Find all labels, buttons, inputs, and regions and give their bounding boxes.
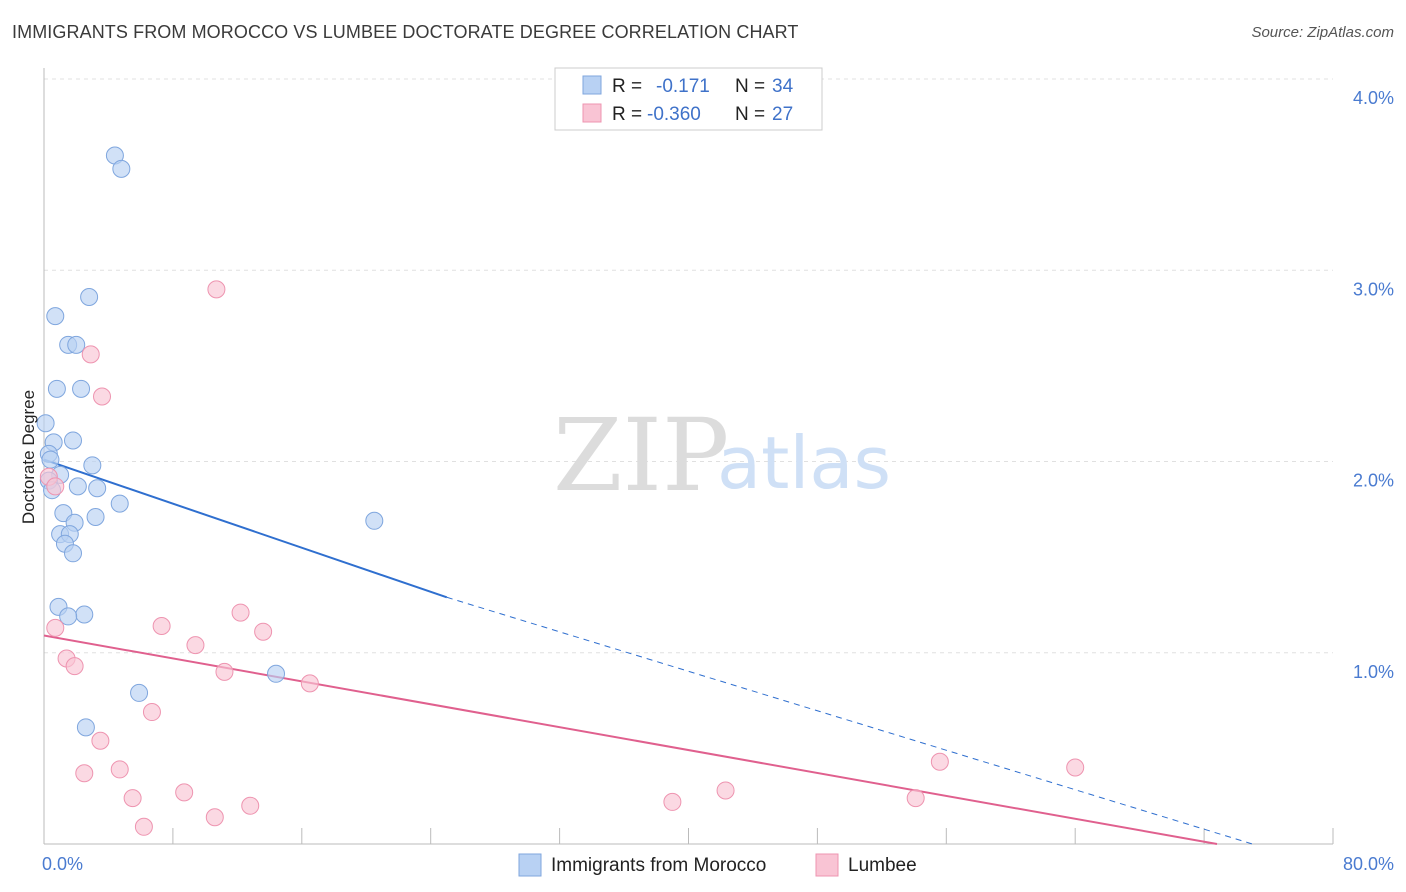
grid-lines bbox=[44, 78, 1333, 654]
watermark-zip: ZIP bbox=[553, 397, 729, 514]
legend-n-label-morocco: N = bbox=[735, 76, 765, 97]
morocco-point-19 bbox=[110, 494, 129, 513]
source-label: Source: ZipAtlas.com bbox=[1251, 24, 1394, 41]
trend-lines bbox=[43, 458, 1253, 845]
lumbee-point-8 bbox=[254, 622, 273, 641]
legend-r-value-morocco: -0.171 bbox=[656, 76, 710, 97]
series-morocco-points bbox=[36, 146, 384, 737]
lumbee-point-13 bbox=[300, 674, 319, 693]
morocco-point-32 bbox=[130, 683, 149, 702]
y-tick-label-2: 3.0% bbox=[1353, 279, 1394, 299]
lumbee-point-6 bbox=[46, 618, 65, 637]
legend-r-label-lumbee: R = bbox=[612, 104, 642, 125]
lumbee-point-1 bbox=[81, 345, 100, 364]
morocco-point-31 bbox=[267, 664, 286, 683]
y-axis-label: Doctorate Degree bbox=[19, 390, 38, 524]
lumbee-point-19 bbox=[75, 764, 94, 783]
trend-line-morocco bbox=[43, 458, 448, 599]
lumbee-point-5 bbox=[231, 603, 250, 622]
chart-title: IMMIGRANTS FROM MOROCCO VS LUMBEE DOCTOR… bbox=[12, 22, 799, 42]
legend-n-value-lumbee: 27 bbox=[772, 104, 793, 125]
legend-r-value-lumbee: -0.360 bbox=[647, 104, 701, 125]
trend-line-morocco-extension bbox=[446, 596, 1253, 845]
lumbee-point-26 bbox=[205, 808, 224, 827]
lumbee-point-7 bbox=[152, 616, 171, 635]
lumbee-point-17 bbox=[1066, 758, 1085, 777]
morocco-point-1 bbox=[112, 159, 131, 178]
bottom-legend-swatch-morocco bbox=[518, 853, 542, 877]
x-tick-label-1: 80.0% bbox=[1343, 854, 1394, 874]
lumbee-point-21 bbox=[175, 783, 194, 802]
bottom-legend-label-lumbee: Lumbee bbox=[848, 855, 917, 876]
trend-line-lumbee bbox=[43, 634, 1218, 845]
lumbee-point-18 bbox=[110, 760, 129, 779]
morocco-point-8 bbox=[36, 414, 55, 433]
lumbee-point-27 bbox=[134, 817, 153, 836]
morocco-point-16 bbox=[68, 477, 87, 496]
lumbee-point-9 bbox=[186, 636, 205, 655]
morocco-point-17 bbox=[88, 479, 107, 498]
morocco-point-30 bbox=[59, 607, 78, 626]
lumbee-point-16 bbox=[930, 752, 949, 771]
y-tick-label-0: 1.0% bbox=[1353, 662, 1394, 682]
legend-n-label-lumbee: N = bbox=[735, 104, 765, 125]
legend-swatch-lumbee bbox=[582, 103, 602, 123]
lumbee-point-4 bbox=[46, 477, 65, 496]
lumbee-point-23 bbox=[663, 792, 682, 811]
morocco-point-2 bbox=[80, 288, 99, 307]
morocco-point-10 bbox=[64, 431, 83, 450]
x-tick-labels: 0.0% 80.0% bbox=[42, 854, 1394, 874]
lumbee-point-12 bbox=[215, 662, 234, 681]
morocco-point-23 bbox=[365, 511, 384, 530]
morocco-point-33 bbox=[76, 718, 95, 737]
morocco-point-13 bbox=[83, 456, 102, 475]
legend-box: R = -0.171 N = 34 R = -0.360 N = 27 bbox=[554, 67, 823, 131]
lumbee-point-24 bbox=[906, 789, 925, 808]
bottom-legend-swatch-lumbee bbox=[815, 853, 839, 877]
bottom-legend-label-morocco: Immigrants from Morocco bbox=[551, 855, 766, 876]
morocco-point-27 bbox=[64, 544, 83, 563]
lumbee-point-0 bbox=[207, 280, 226, 299]
x-tick-marks bbox=[172, 828, 1334, 844]
lumbee-point-20 bbox=[716, 781, 735, 800]
morocco-point-7 bbox=[72, 379, 91, 398]
watermark: ZIP atlas bbox=[553, 397, 891, 514]
lumbee-point-22 bbox=[123, 789, 142, 808]
lumbee-point-14 bbox=[142, 703, 161, 722]
y-tick-label-1: 2.0% bbox=[1353, 471, 1394, 491]
morocco-point-5 bbox=[67, 335, 86, 354]
legend-n-value-morocco: 34 bbox=[772, 76, 794, 97]
watermark-atlas: atlas bbox=[717, 421, 891, 505]
bottom-legend: Immigrants from Morocco Lumbee bbox=[518, 853, 917, 877]
morocco-point-6 bbox=[47, 379, 66, 398]
y-tick-label-3: 4.0% bbox=[1353, 88, 1394, 108]
lumbee-point-25 bbox=[241, 796, 260, 815]
morocco-point-29 bbox=[75, 605, 94, 624]
series-lumbee-points bbox=[39, 280, 1085, 836]
morocco-point-12 bbox=[41, 450, 60, 469]
lumbee-point-15 bbox=[91, 731, 110, 750]
lumbee-point-2 bbox=[93, 387, 112, 406]
morocco-point-21 bbox=[86, 507, 105, 526]
y-tick-labels: 1.0% 2.0% 3.0% 4.0% bbox=[1353, 88, 1394, 682]
lumbee-point-11 bbox=[65, 657, 84, 676]
x-tick-label-0: 0.0% bbox=[42, 854, 83, 874]
legend-r-label-morocco: R = bbox=[612, 76, 642, 97]
legend-swatch-morocco bbox=[582, 75, 602, 95]
morocco-point-3 bbox=[46, 307, 65, 326]
